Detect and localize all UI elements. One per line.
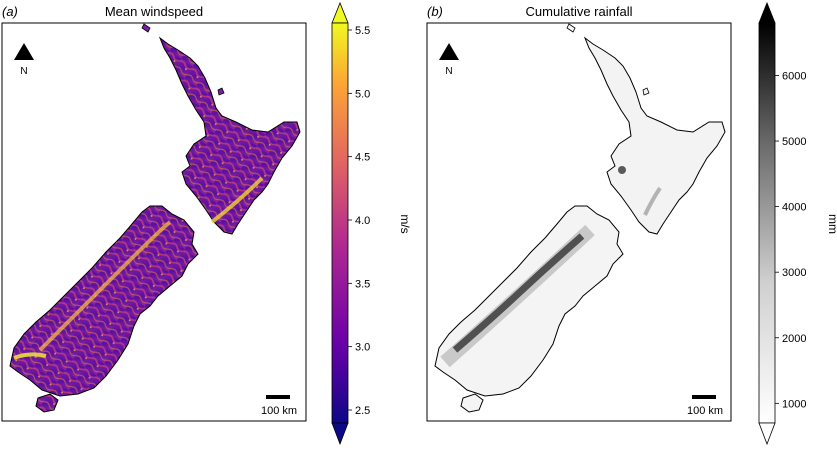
colorbar-b-bar bbox=[758, 22, 776, 424]
ruahine-rain bbox=[643, 186, 662, 216]
panel-b: (b) Cumulative rainfall N 100 km bbox=[426, 4, 732, 422]
scale-bar bbox=[692, 395, 716, 399]
colorbar-b-tick-label: 4000 bbox=[782, 202, 806, 214]
north-arrow-label: N bbox=[445, 66, 452, 77]
colorbar-a: 2.5 3.0 3.5 4.0 4.5 5.0 5.5 m/s bbox=[331, 1, 412, 446]
colorbar-b-extend-top bbox=[758, 1, 776, 24]
south-island bbox=[434, 205, 624, 397]
colorbar-a-tick-label: 4.5 bbox=[355, 152, 370, 164]
alps-wind-ridge bbox=[38, 220, 172, 352]
scale-bar bbox=[266, 395, 290, 399]
rainfall-map bbox=[434, 23, 726, 413]
colorbar-a-tick-label: 5.0 bbox=[355, 88, 370, 100]
east-coast-wind bbox=[210, 176, 264, 224]
coastal-wind-south bbox=[13, 352, 47, 360]
colorbar-b-tick-label: 2000 bbox=[782, 333, 806, 345]
colorbar-b-tick-label: 6000 bbox=[782, 70, 806, 82]
panel-b-label: (b) bbox=[427, 4, 443, 19]
stewart-island bbox=[460, 393, 484, 413]
north-island bbox=[583, 36, 726, 235]
north-arrow-icon bbox=[439, 43, 459, 60]
colorbar-a-unit: m/s bbox=[398, 214, 412, 233]
small-island-b bbox=[141, 23, 151, 33]
north-arrow-icon bbox=[14, 43, 34, 60]
panel-a: (a) Mean windspeed N 100 km bbox=[1, 4, 307, 422]
colorbar-a-tick-label: 2.5 bbox=[355, 405, 370, 417]
scale-bar-label: 100 km bbox=[261, 405, 297, 417]
colorbar-b-extend-bottom bbox=[758, 422, 776, 446]
colorbar-b-tick-label: 1000 bbox=[782, 398, 806, 410]
west-coast-rain-halo bbox=[440, 224, 595, 368]
panel-a-label: (a) bbox=[2, 4, 18, 19]
colorbar-a-extend-bottom bbox=[331, 422, 349, 446]
panel-b-title: Cumulative rainfall bbox=[526, 4, 633, 19]
colorbar-a-tick-label: 4.0 bbox=[355, 215, 370, 227]
north-island bbox=[158, 36, 301, 235]
colorbar-b: 1000 2000 3000 4000 5000 6000 mm bbox=[758, 1, 837, 446]
panel-a-title: Mean windspeed bbox=[105, 4, 203, 19]
north-arrow-label: N bbox=[20, 66, 27, 77]
colorbar-b-tick-label: 5000 bbox=[782, 136, 806, 148]
small-island-a bbox=[642, 87, 650, 96]
colorbar-a-tick-label: 3.0 bbox=[355, 342, 370, 354]
colorbar-a-ticks: 2.5 3.0 3.5 4.0 4.5 5.0 5.5 bbox=[348, 25, 370, 417]
south-island bbox=[9, 205, 199, 397]
colorbar-b-ticks: 1000 2000 3000 4000 5000 6000 bbox=[775, 70, 806, 410]
windspeed-map bbox=[9, 23, 301, 413]
colorbar-a-bar bbox=[331, 22, 349, 424]
small-island-b bbox=[566, 23, 576, 33]
small-island-a bbox=[217, 87, 225, 96]
scale-bar-label: 100 km bbox=[687, 405, 723, 417]
stewart-island bbox=[35, 393, 59, 413]
taranaki-rain bbox=[618, 166, 626, 174]
colorbar-a-tick-label: 3.5 bbox=[355, 278, 370, 290]
colorbar-a-tick-label: 5.5 bbox=[355, 25, 370, 37]
colorbar-b-tick-label: 3000 bbox=[782, 267, 806, 279]
colorbar-a-extend-top bbox=[331, 1, 349, 24]
west-coast-rain-band bbox=[452, 233, 585, 353]
colorbar-b-unit: mm bbox=[826, 214, 837, 234]
